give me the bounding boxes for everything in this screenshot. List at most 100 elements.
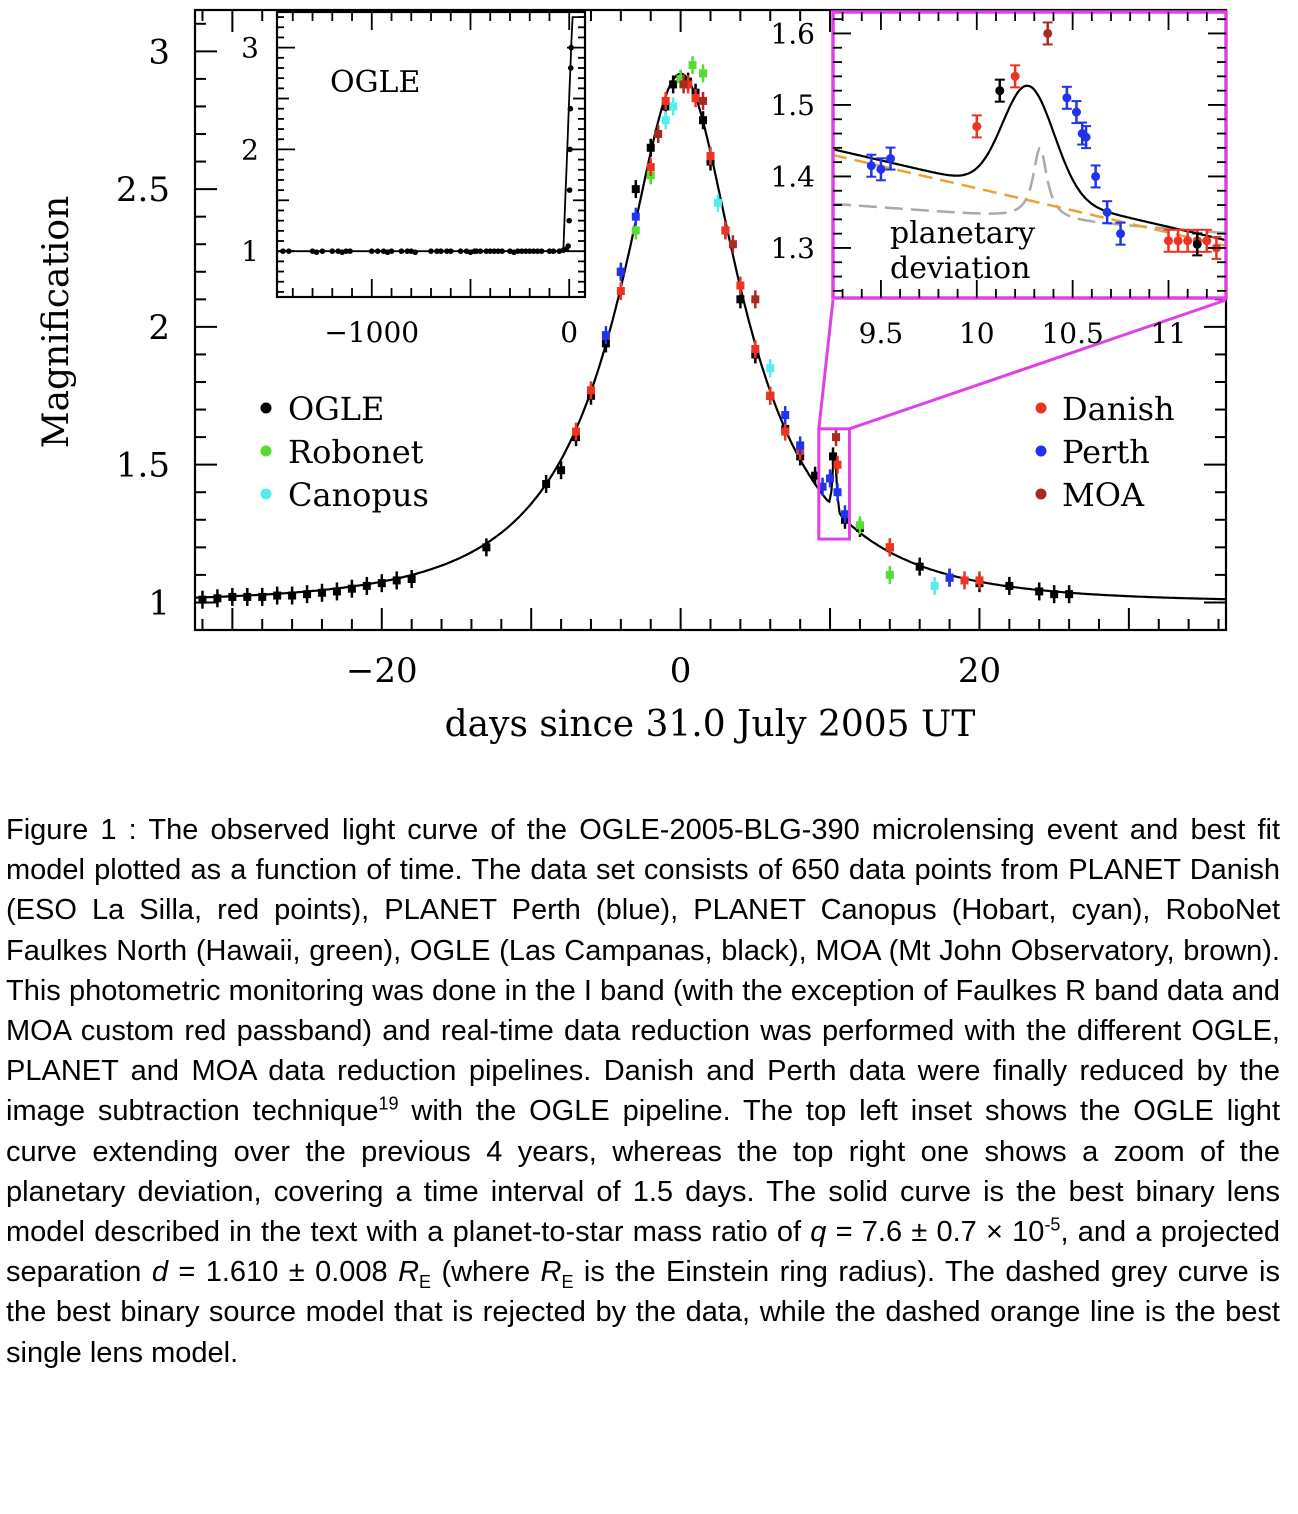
inset-left-data-point <box>412 249 419 256</box>
inset-left-data-point <box>567 65 574 71</box>
inset-right-data-point-danish <box>1163 236 1173 246</box>
data-point-canopus <box>669 102 678 111</box>
inset-left-data-point <box>565 243 572 249</box>
inset-left-data-point <box>438 248 444 254</box>
inset-left-data-point <box>515 248 521 254</box>
inset-right-data-point-danish <box>972 121 982 131</box>
data-point-perth <box>796 441 805 450</box>
data-point-moa <box>654 130 663 138</box>
data-point-ogle <box>631 185 640 194</box>
data-point-ogle <box>829 452 838 461</box>
data-point-perth <box>833 488 842 497</box>
data-point-ogle <box>669 80 678 89</box>
data-point-moa <box>679 80 688 89</box>
deviation-highlight-box <box>817 427 851 541</box>
data-point-ogle <box>318 588 327 597</box>
legend-marker-robonet <box>260 445 272 457</box>
data-point-ogle <box>557 466 566 475</box>
inset-left-data-point <box>398 248 405 254</box>
inset-left-data-point <box>487 248 494 254</box>
zoom-connector-line <box>817 299 835 430</box>
inset-left-data-point <box>313 249 320 256</box>
data-point-ogle <box>288 591 297 600</box>
data-point-danish <box>661 96 670 105</box>
data-point-danish <box>751 344 760 353</box>
legend-marker-perth <box>1035 445 1047 457</box>
y-tick-label: 2 <box>148 308 170 348</box>
data-point-ogle <box>332 587 341 596</box>
data-point-ogle <box>646 143 655 152</box>
binary-source-model-curve <box>833 146 1226 235</box>
inset-right-data-point-perth <box>1062 93 1072 103</box>
inset-right-y-tick-label: 1.4 <box>770 160 815 193</box>
inset-left-data-point <box>530 248 537 254</box>
inset-right-y-tick-label: 1.6 <box>770 17 815 50</box>
legend-label-ogle: OGLE <box>288 390 384 428</box>
inset-right-data-point-ogle <box>995 86 1005 96</box>
legend-left: OGLE Robonet Canopus <box>260 390 429 514</box>
caption-q-symbol: q <box>810 1216 827 1249</box>
inset-left-data-point <box>473 248 480 254</box>
inset-left-data-point <box>534 248 541 254</box>
inset-left-data-point <box>519 248 525 254</box>
inset-left-data-point <box>546 248 553 254</box>
data-point-perth <box>601 331 610 340</box>
data-point-canopus <box>713 198 722 207</box>
data-point-ogle <box>811 471 820 480</box>
inset-left-title: OGLE <box>330 65 420 100</box>
inset-left-data-point <box>434 248 440 254</box>
caption-text-2: with the OGLE pipeline. The top left ins… <box>6 1095 1280 1249</box>
caption-re-symbol-2: R <box>540 1256 562 1289</box>
y-tick-label: 1.5 <box>116 446 170 486</box>
caption-text-7: is the Einstein ring radius). The dashed… <box>6 1256 1280 1369</box>
caption-text-3: = 7.6 ± 0.7 × 10 <box>826 1216 1045 1249</box>
data-point-ogle <box>377 579 386 588</box>
inset-left-data-point <box>526 248 533 254</box>
data-point-moa <box>832 433 841 442</box>
inset-left-data-point <box>388 248 395 254</box>
inset-right-data-point-perth <box>1091 171 1101 181</box>
inset-right-data-point-perth <box>866 161 876 171</box>
data-point-ogle <box>213 594 222 603</box>
inset-right-x-tick-label: 9.5 <box>859 317 904 350</box>
inset-left-frame <box>275 10 587 299</box>
data-point-robonet <box>676 74 685 83</box>
inset-left-data-point <box>566 187 573 193</box>
data-point-danish <box>616 287 625 296</box>
x-axis-label: days since 31.0 July 2005 UT <box>445 704 976 745</box>
inset-right-x-tick-label: 11 <box>1151 317 1187 350</box>
inset-left-y-tick-label: 3 <box>241 32 259 65</box>
inset-right-data-point-danish <box>1183 236 1193 246</box>
data-point-ogle <box>243 592 252 601</box>
data-point-robonet <box>631 226 640 235</box>
data-point-robonet <box>699 69 708 78</box>
data-point-robonet <box>855 521 864 530</box>
data-point-ogle <box>303 590 312 599</box>
data-point-danish <box>975 576 984 585</box>
inset-left-x-tick-label: 0 <box>560 316 578 349</box>
inset-right-panel: 9.5 10 10.5 11 1.3 1.4 1.5 1.6 <box>770 10 1228 350</box>
data-point-perth <box>945 573 954 582</box>
data-point-ogle <box>736 295 745 304</box>
inset-right-data-point-perth <box>876 164 886 174</box>
legend-marker-ogle <box>260 402 272 414</box>
inset-right-data-point-ogle <box>1192 239 1202 249</box>
inset-right-data-point-danish <box>1173 236 1183 246</box>
legend-right: Danish Perth MOA <box>1035 390 1175 514</box>
data-point-danish <box>586 386 595 395</box>
data-point-moa <box>751 295 760 304</box>
data-point-danish <box>691 94 700 103</box>
legend-label-robonet: Robonet <box>288 433 424 471</box>
y-tick-label: 1 <box>148 583 170 623</box>
inset-left-data-point <box>567 105 574 112</box>
inset-right-data-point-danish <box>1010 71 1020 81</box>
data-point-perth <box>781 411 790 420</box>
light-curve-figure: −20 0 20 1 1.5 2 2.5 3 −1000 0 1 2 3 9.5 10 10.5 11 1.3… <box>36 8 1228 745</box>
data-point-ogle <box>542 479 551 488</box>
caption-re-subscript: E <box>419 1272 432 1293</box>
inset-right-data-point-perth <box>1116 229 1126 239</box>
data-point-ogle <box>407 575 416 584</box>
single-lens-model-curve <box>833 153 1226 248</box>
caption-d-symbol: d <box>151 1256 168 1289</box>
inset-left-data-point <box>477 248 484 254</box>
